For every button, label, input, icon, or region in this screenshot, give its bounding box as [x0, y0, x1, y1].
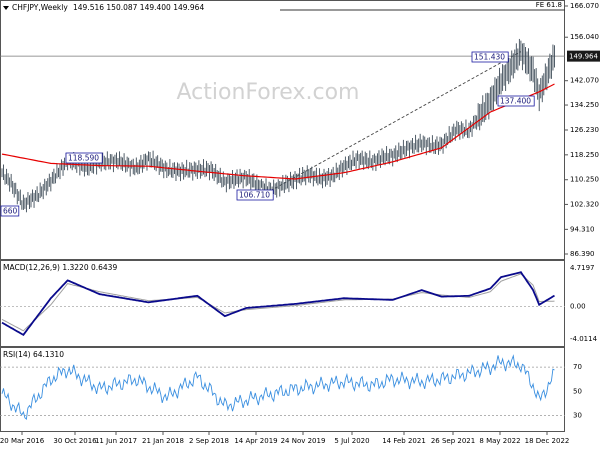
price-tick-label: 86.390 [570, 250, 595, 258]
x-tick-label: 18 Dec 2022 [525, 437, 570, 445]
label-660: 660 [0, 205, 20, 217]
macd-tick-label: 0.00 [570, 302, 586, 310]
rsi-title: RSI(14) 64.1310 [3, 350, 64, 359]
watermark-text: ActionForex.com [177, 80, 360, 105]
macd-tick-label: -4.0114 [570, 335, 598, 343]
price-tick-label: 110.250 [570, 176, 599, 184]
label-660-box [0, 205, 20, 217]
current-price-tag-text: 149.964 [569, 53, 598, 61]
label-137400-text: 137.400 [500, 97, 531, 106]
x-tick-label: 20 Mar 2016 [0, 437, 45, 445]
price-tick-label: 166.070 [570, 2, 599, 10]
price-tick-label: 156.040 [570, 33, 599, 41]
x-tick-label: 2 Sep 2018 [189, 437, 229, 445]
fe-level-label: FE 61.8 [536, 1, 562, 9]
label-118590-box [65, 152, 103, 164]
label-151430-text: 151.430 [474, 53, 505, 62]
chart-ohlc: 149.516 150.087 149.400 149.964 [73, 3, 204, 12]
label-151430-box [471, 51, 509, 63]
price-tick-label: 118.250 [570, 151, 599, 159]
price-bars-group [1, 38, 555, 213]
label-106710-box [236, 189, 274, 201]
label-151430: 151.430 [471, 51, 509, 63]
x-tick-label: 24 Nov 2019 [281, 437, 326, 445]
chart-symbol: CHFJPY,Weekly [12, 3, 68, 12]
current-price-tag [567, 50, 600, 62]
x-tick-label: 8 May 2022 [479, 437, 520, 445]
x-tick-label: 14 Feb 2021 [382, 437, 426, 445]
panel-frame-rsi [0, 347, 565, 432]
price-tick-label: 142.070 [570, 77, 599, 85]
rsi-tick-label: 70 [573, 363, 582, 371]
label-137400-box [497, 95, 535, 107]
macd-line [1, 271, 555, 336]
macd-title: MACD(12,26,9) 1.3220 0.6439 [3, 263, 117, 272]
x-tick-label: 5 Jul 2020 [334, 437, 369, 445]
label-118590: 118.590 [65, 152, 103, 164]
rsi-line [1, 354, 555, 420]
label-137400: 137.400 [497, 95, 535, 107]
x-tick-label: 14 Apr 2019 [234, 437, 277, 445]
x-tick-label: 26 Sep 2021 [431, 437, 475, 445]
price-tick-label: 94.310 [570, 225, 595, 233]
rsi-tick-label: 30 [573, 411, 582, 419]
macd-tick-label: 4.7197 [570, 264, 595, 272]
x-tick-label: 30 Oct 2016 [53, 437, 97, 445]
x-tick-label: 21 Jan 2018 [142, 437, 184, 445]
price-tick-label: 126.230 [570, 126, 599, 134]
moving-average-line [1, 83, 555, 180]
label-106710: 106.710 [236, 189, 274, 201]
label-106710-text: 106.710 [239, 191, 270, 200]
rsi-tick-label: 50 [573, 387, 582, 395]
panel-frame-macd [0, 260, 565, 347]
triangle-down-icon [3, 6, 9, 10]
trend-line-dashed [270, 51, 522, 192]
price-tick-label: 102.320 [570, 200, 599, 208]
x-tick-label: 11 Jun 2017 [95, 437, 137, 445]
label-118590-text: 118.590 [68, 154, 99, 163]
price-tick-label: 134.250 [570, 101, 599, 109]
label-660-text: 660 [3, 207, 18, 216]
